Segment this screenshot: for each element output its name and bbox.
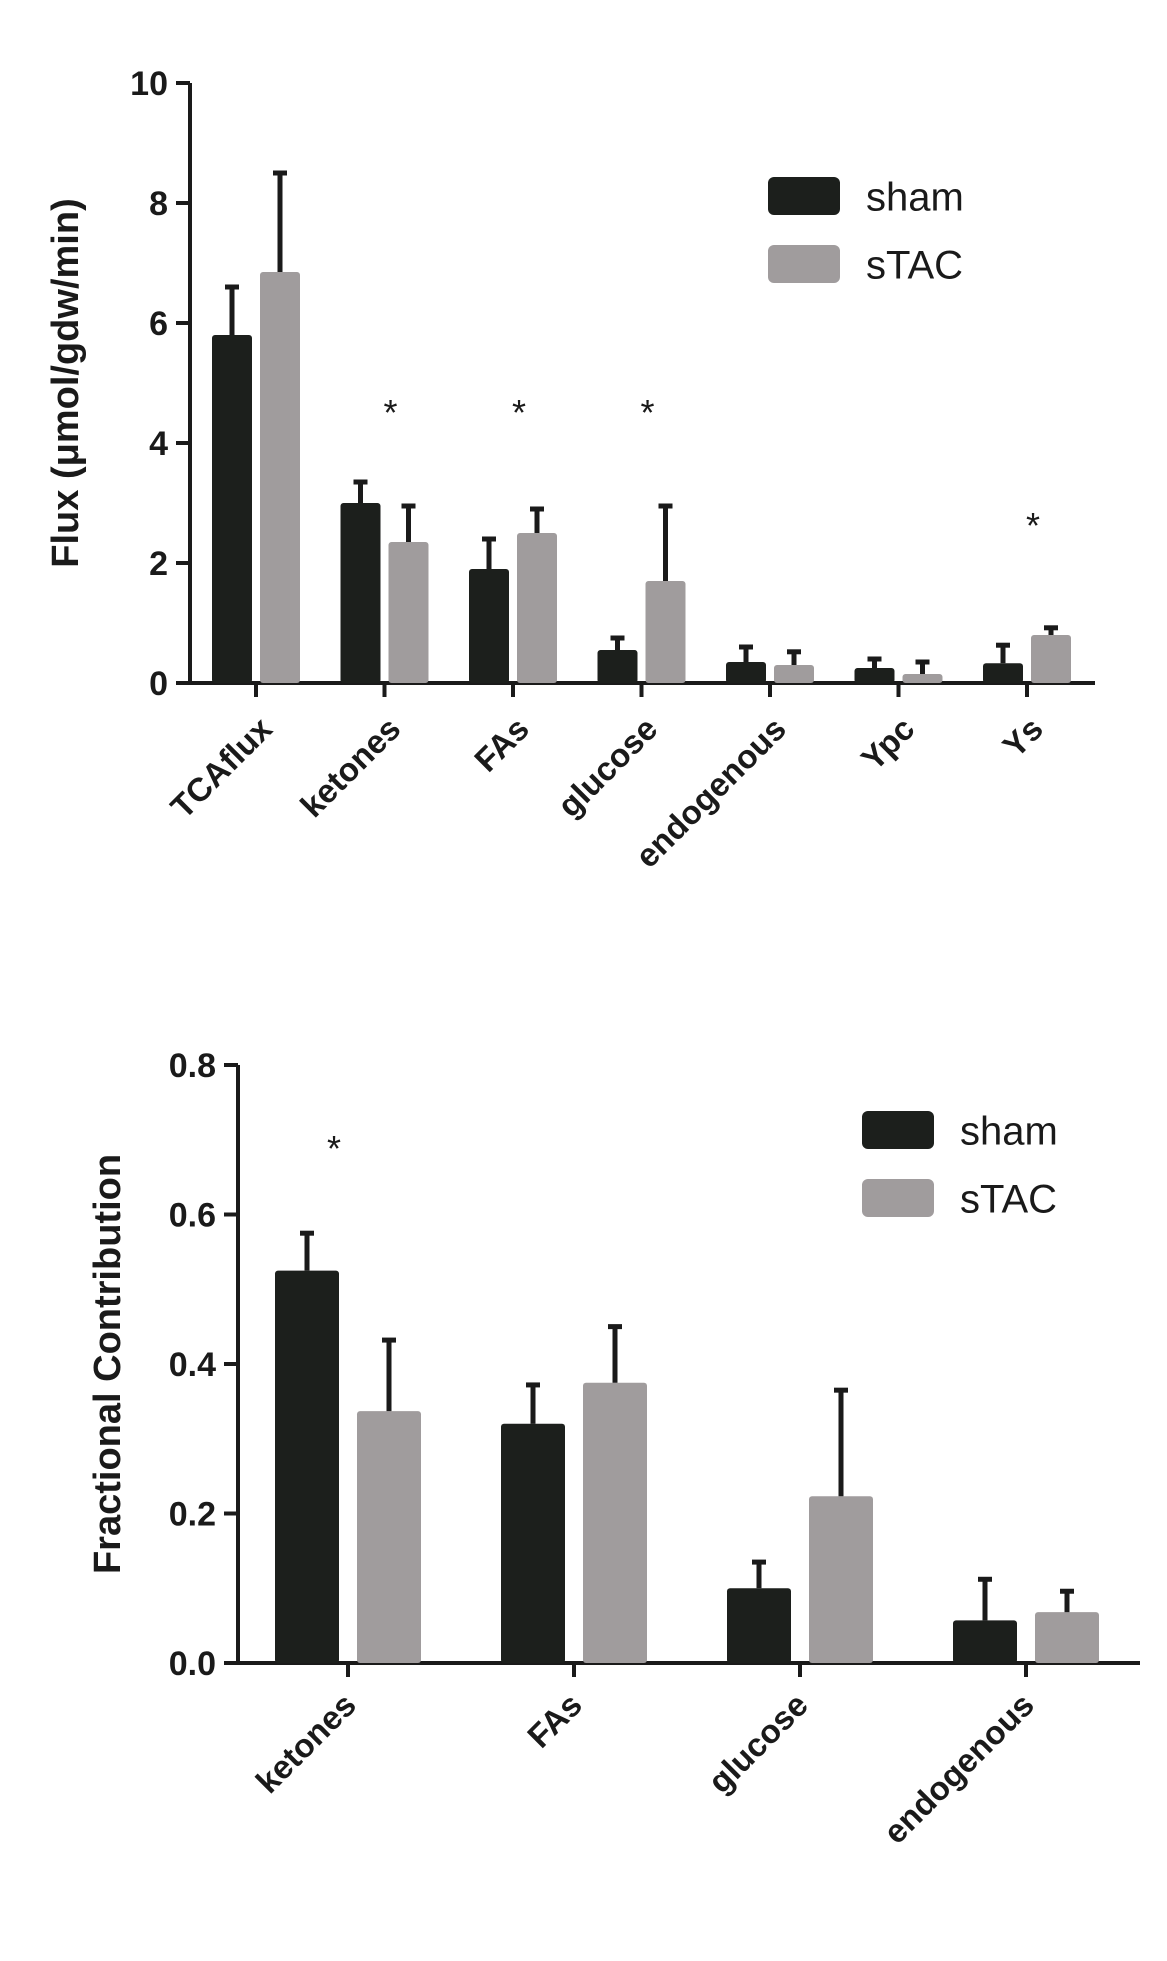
y-tick-label: 0.2	[169, 1496, 216, 1534]
legend-swatch-sham	[862, 1111, 934, 1149]
bar-sham	[212, 335, 252, 683]
bar-sham	[726, 662, 766, 683]
bar-sTAC	[645, 581, 686, 683]
legend-label-sTAC: sTAC	[866, 243, 963, 287]
legend-swatch-sTAC	[768, 245, 840, 283]
fractional-contribution-chart-svg: 0.0 0.2 0.4 0.6 0.8 Fractional Contribution ke…	[87, 980, 1140, 1851]
y-axis-title: Fractional Contribution	[87, 1154, 129, 1574]
x-category-label: ketones	[249, 1686, 363, 1800]
y-tick-label: 2	[149, 545, 168, 583]
y-tick-label: 6	[149, 305, 168, 343]
legend-label-sTAC: sTAC	[960, 1177, 1057, 1221]
x-category-label: ketones	[293, 710, 407, 824]
bar-sTAC	[809, 1496, 873, 1663]
significance-marker: *	[512, 392, 526, 433]
fractional-contribution-chart: 0.0 0.2 0.4 0.6 0.8 Fractional Contribution ke…	[0, 980, 1167, 1961]
x-category-label: glucose	[550, 710, 664, 824]
y-tick-label: 0.8	[169, 1047, 216, 1085]
bar-sTAC	[1035, 1612, 1099, 1663]
bar-sham	[501, 1423, 565, 1663]
flux-chart-svg: 0 2 4 6 8 10 Flux (μmol/gdw/min) TCAflux ketones…	[45, 65, 1095, 875]
significance-marker: *	[1026, 505, 1040, 546]
x-category-label: FAs	[520, 1686, 589, 1755]
x-category-label: FAs	[467, 710, 536, 779]
x-category-label: glucose	[701, 1686, 815, 1800]
bar-sham	[727, 1588, 791, 1663]
bar-sham	[597, 650, 638, 683]
x-category-label: Ypc	[854, 710, 922, 778]
bar-sTAC	[357, 1411, 421, 1663]
bar-sTAC	[517, 533, 557, 683]
bar-sTAC	[902, 674, 943, 683]
bar-sTAC	[774, 665, 814, 683]
bar-sham	[854, 668, 895, 683]
bar-sham	[275, 1270, 339, 1663]
legend-label-sham: sham	[960, 1109, 1058, 1153]
bar-sTAC	[388, 542, 429, 683]
bar-sTAC	[1031, 635, 1071, 683]
x-category-label: endogenous	[876, 1686, 1041, 1851]
x-category-label: Ys	[995, 710, 1050, 765]
y-tick-label: 0	[149, 665, 168, 703]
y-tick-label: 8	[149, 185, 168, 223]
flux-chart: 0 2 4 6 8 10 Flux (μmol/gdw/min) TCAflux ketones…	[0, 0, 1167, 980]
y-axis-title: Flux (μmol/gdw/min)	[45, 198, 87, 567]
legend-label-sham: sham	[866, 175, 964, 219]
y-tick-label: 0.4	[169, 1346, 216, 1384]
legend-swatch-sTAC	[862, 1179, 934, 1217]
y-tick-label: 0.0	[169, 1645, 216, 1683]
significance-marker: *	[640, 392, 654, 433]
y-tick-label: 4	[149, 425, 168, 463]
y-tick-label: 10	[130, 65, 168, 103]
bar-sham	[983, 663, 1023, 683]
significance-marker: *	[779, 980, 793, 988]
bar-sham	[953, 1620, 1017, 1663]
y-tick-label: 0.6	[169, 1197, 216, 1235]
significance-marker: *	[327, 1128, 341, 1169]
x-category-label: TCAflux	[163, 709, 279, 825]
bar-sTAC	[583, 1382, 647, 1663]
significance-marker: *	[383, 392, 397, 433]
bar-sham	[469, 569, 509, 683]
bar-sTAC	[260, 272, 300, 683]
bar-sham	[340, 503, 381, 683]
legend-swatch-sham	[768, 177, 840, 215]
